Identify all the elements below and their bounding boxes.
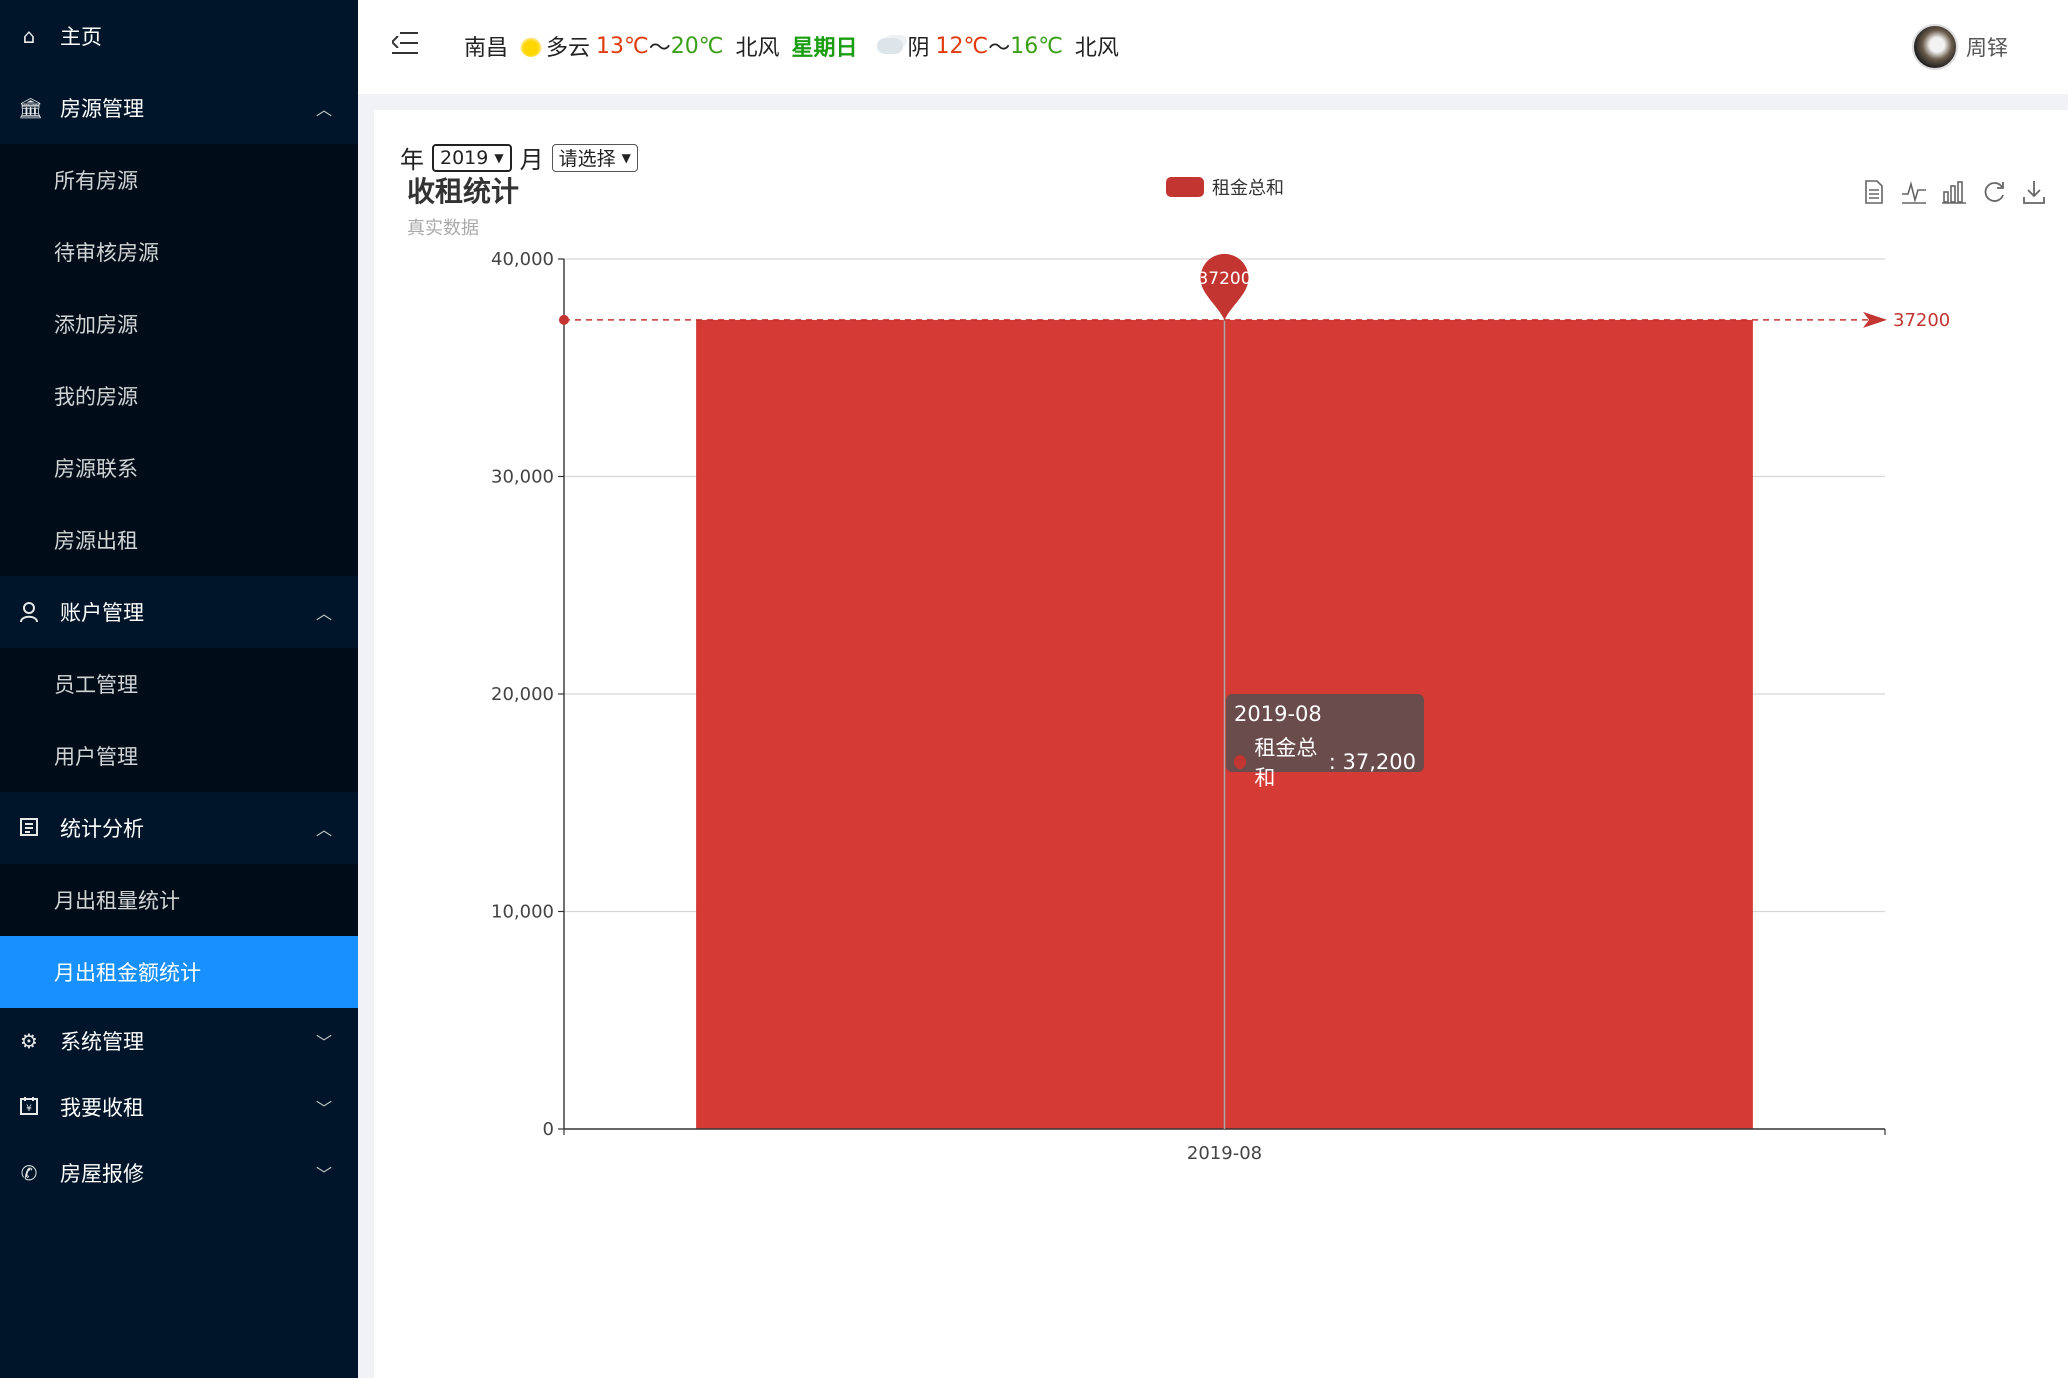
phone-icon: ✆: [20, 1161, 38, 1185]
bank-icon: 🏛: [18, 96, 44, 120]
weather-today-high: 20℃: [670, 33, 724, 59]
sidebar-item-label: 待审核房源: [54, 241, 159, 265]
month-select-value: 请选择: [558, 148, 616, 170]
sidebar-group-statistics[interactable]: 统计分析 ︿: [0, 792, 358, 864]
chart-tooltip: 2019-08 租金总和: 37,200: [1226, 694, 1424, 790]
sidebar-item-label: 主页: [60, 25, 102, 49]
sidebar-item-monthly-rent-count[interactable]: 月出租量统计: [0, 864, 358, 936]
svg-text:¥: ¥: [26, 1104, 32, 1114]
weather-today-wind: 北风: [735, 36, 780, 61]
sidebar-group-repair[interactable]: ✆ 房屋报修 ﹀: [0, 1140, 358, 1206]
chevron-down-icon: ﹀: [315, 1165, 332, 1184]
chevron-down-icon: ▼: [621, 150, 631, 165]
sidebar-item-label: 月出租金额统计: [54, 961, 201, 985]
sidebar-item-label: 房源出租: [54, 529, 138, 553]
cloud-icon: [877, 38, 904, 54]
sidebar-item-my-houses[interactable]: 我的房源: [0, 360, 358, 432]
sidebar-group-label: 系统管理: [60, 1030, 144, 1054]
gear-icon: ⚙: [20, 1029, 38, 1053]
home-icon: ⌂: [22, 24, 36, 48]
sidebar-item-label: 添加房源: [54, 313, 138, 337]
tooltip-colon: :: [1328, 750, 1343, 774]
weather-city: 南昌: [464, 36, 509, 61]
chevron-down-icon: ▼: [494, 150, 504, 165]
download-icon[interactable]: [2014, 176, 2054, 208]
sidebar-item-home[interactable]: ⌂ 主页: [0, 0, 358, 72]
sidebar-submenu-housing: 所有房源 待审核房源 添加房源 我的房源 房源联系 房源出租: [0, 144, 358, 576]
chart-toolbox: [1854, 176, 2054, 208]
sidebar-item-house-rent[interactable]: 房源出租: [0, 504, 358, 576]
sidebar-group-label: 房屋报修: [60, 1162, 144, 1186]
chevron-up-icon: ︿: [315, 604, 332, 623]
tooltip-series-name: 租金总和: [1254, 736, 1318, 790]
tooltip-value: 37,200: [1342, 750, 1416, 774]
user-menu[interactable]: 周铎: [1912, 24, 2008, 70]
sidebar-group-label: 房源管理: [60, 97, 144, 121]
content-panel: [374, 110, 2068, 1378]
chart-subtitle: 真实数据: [407, 218, 479, 239]
year-select[interactable]: 2019 ▼: [432, 143, 512, 172]
weather-today-sep: ～: [648, 36, 671, 61]
sidebar-group-system[interactable]: ⚙ 系统管理 ﹀: [0, 1008, 358, 1074]
sidebar-item-users[interactable]: 用户管理: [0, 720, 358, 792]
month-label: 月: [519, 146, 544, 174]
weather-tomorrow-sep: ～: [988, 36, 1011, 61]
sidebar-item-all-houses[interactable]: 所有房源: [0, 144, 358, 216]
sidebar-item-add-house[interactable]: 添加房源: [0, 288, 358, 360]
bar-chart-icon[interactable]: [1934, 176, 1974, 208]
sidebar-group-accounts[interactable]: 账户管理 ︿: [0, 576, 358, 648]
chevron-down-icon: ﹀: [315, 1099, 332, 1118]
chevron-down-icon: ﹀: [315, 1033, 332, 1052]
tooltip-series-dot: [1234, 755, 1247, 769]
chart-title: 收租统计: [407, 175, 520, 208]
sidebar-item-label: 用户管理: [54, 745, 138, 769]
year-label: 年: [400, 146, 424, 174]
user-name: 周铎: [1966, 36, 2008, 60]
sidebar: ⌂ 主页 🏛 房源管理 ︿ 所有房源 待审核房源 添加房源 我的房源 房源联系 …: [0, 0, 358, 1378]
line-chart-icon[interactable]: [1894, 176, 1934, 208]
sidebar-group-collect-rent[interactable]: ¥ 我要收租 ﹀: [0, 1074, 358, 1140]
sidebar-item-staff[interactable]: 员工管理: [0, 648, 358, 720]
legend-label: 租金总和: [1212, 178, 1284, 199]
sidebar-item-monthly-rent-amount[interactable]: 月出租金额统计: [0, 936, 358, 1008]
weather-tomorrow-condition: 阴: [907, 36, 930, 61]
weather-widget: 南昌 多云 13℃ ～ 20℃ 北风 星期日 阴 12℃ ～ 16℃ 北风: [464, 30, 1131, 62]
weather-today-low: 13℃: [596, 33, 649, 59]
sidebar-item-label: 所有房源: [54, 169, 138, 193]
sidebar-group-housing[interactable]: 🏛 房源管理 ︿: [0, 72, 358, 144]
chevron-up-icon: ︿: [315, 100, 332, 119]
date-filter: 年 2019 ▼ 月 请选择 ▼: [400, 140, 646, 175]
weather-weekday: 星期日: [791, 36, 858, 61]
user-icon: [18, 601, 40, 623]
data-view-icon[interactable]: [1854, 176, 1894, 208]
year-select-value: 2019: [440, 146, 489, 169]
report-icon: [18, 817, 40, 839]
calendar-yen-icon: ¥: [18, 1096, 40, 1118]
weather-tomorrow-wind: 北风: [1074, 36, 1119, 61]
sidebar-item-label: 房源联系: [54, 457, 138, 481]
restore-icon[interactable]: [1974, 176, 2014, 208]
sidebar-group-label: 我要收租: [60, 1096, 144, 1120]
sun-cloud-icon: [520, 35, 543, 57]
sidebar-item-pending-houses[interactable]: 待审核房源: [0, 216, 358, 288]
menu-fold-icon[interactable]: [392, 32, 418, 54]
top-header: 南昌 多云 13℃ ～ 20℃ 北风 星期日 阴 12℃ ～ 16℃ 北风 周铎: [358, 0, 2068, 94]
sidebar-item-label: 月出租量统计: [54, 889, 180, 913]
sidebar-item-label: 员工管理: [54, 673, 138, 697]
sidebar-group-label: 账户管理: [60, 601, 144, 625]
sidebar-submenu-statistics: 月出租量统计 月出租金额统计: [0, 864, 358, 1008]
sidebar-group-label: 统计分析: [60, 817, 144, 841]
chevron-up-icon: ︿: [315, 820, 332, 839]
month-select[interactable]: 请选择 ▼: [551, 143, 638, 172]
avatar[interactable]: [1912, 24, 1958, 70]
chart-legend[interactable]: 租金总和: [1166, 174, 1284, 200]
sidebar-item-house-contact[interactable]: 房源联系: [0, 432, 358, 504]
weather-today-condition: 多云: [546, 36, 591, 61]
weather-tomorrow-low: 12℃: [935, 33, 989, 59]
sidebar-submenu-accounts: 员工管理 用户管理: [0, 648, 358, 792]
sidebar-item-label: 我的房源: [54, 385, 138, 409]
weather-tomorrow-high: 16℃: [1010, 33, 1063, 59]
legend-swatch: [1166, 177, 1204, 197]
tooltip-title: 2019-08: [1234, 702, 1322, 726]
